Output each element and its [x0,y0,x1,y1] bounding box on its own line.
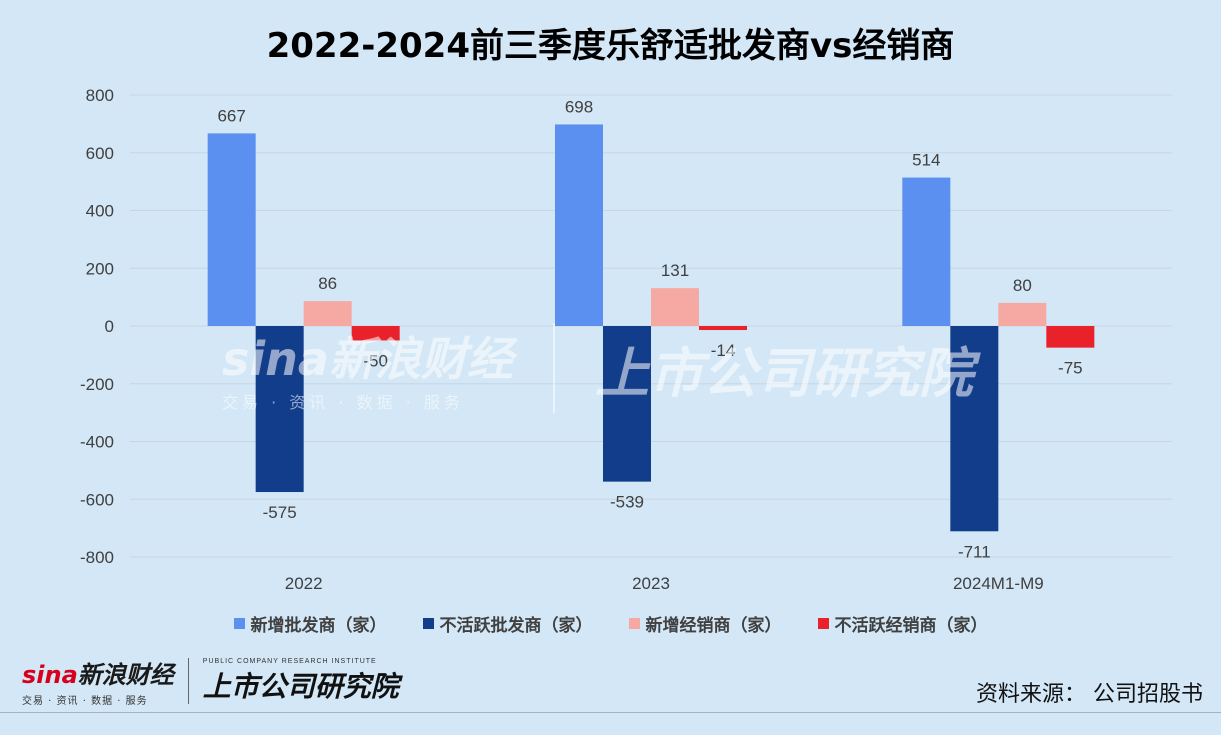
data-label: -50 [363,351,388,370]
data-label: 86 [318,274,337,293]
legend-label: 不活跃经销商（家） [834,616,988,636]
y-tick-label: 800 [86,86,114,105]
y-tick-label: 0 [105,317,114,336]
data-label: 514 [912,151,940,170]
y-axis-ticks: 800 600 400 200 0 -200 -400 -600 -800 [80,86,114,567]
institute-logo-en: PUBLIC COMPANY RESEARCH INSTITUTE [202,657,377,665]
y-tick-label: 200 [86,259,114,278]
institute-logo: PUBLIC COMPANY RESEARCH INSTITUTE 上市公司研究… [203,658,399,705]
bar [651,288,699,326]
data-labels: 667 -575 86 -50 698 -539 131 -14 514 -711 80 -75 [217,97,1082,561]
chart-title: 2022-2024前三季度乐舒适批发商vs经销商 [266,26,955,66]
data-label: 131 [661,261,689,280]
y-tick-label: -800 [80,548,114,567]
bar [303,301,352,326]
y-tick-label: 400 [86,202,114,221]
x-axis-categories: 2022 2023 2024M1-M9 [285,574,1044,593]
sina-logo-mark: sina [22,661,78,689]
legend-item: 不活跃经销商（家） [817,611,988,636]
data-label: 667 [217,106,245,125]
legend-swatch [628,618,640,629]
bar [902,177,951,326]
bars [207,124,1095,532]
legend: 新增批发商（家） 不活跃批发商（家） 新增经销商（家） 不活跃经销商（家） [0,611,1221,636]
data-label: -711 [958,542,991,561]
bar [1046,326,1095,348]
x-category-label: 2024M1-M9 [953,574,1044,593]
legend-swatch [422,618,434,629]
data-label: -539 [610,493,644,512]
sina-logo-text: 新浪财经 [77,661,174,689]
legend-item: 新增经销商（家） [628,611,782,636]
logo-divider [187,658,189,704]
data-label: -14 [711,341,736,360]
legend-swatch [817,618,829,629]
y-tick-label: -400 [80,433,114,452]
bar [998,302,1047,326]
y-tick-label: -200 [80,375,114,394]
legend-label: 新增批发商（家） [250,616,387,636]
bar [699,326,747,331]
data-label: -575 [263,503,297,522]
legend-swatch [233,618,245,629]
legend-label: 不活跃批发商（家） [439,616,593,636]
bar-chart: 800 600 400 200 0 -200 -400 -600 -800 667 -575 86 -… [80,86,1172,593]
legend-label: 新增经销商（家） [645,616,782,636]
legend-item: 不活跃批发商（家） [422,611,593,636]
bar [950,326,999,532]
y-tick-label: 600 [86,144,114,163]
source-note: 资料来源： 公司招股书 [976,682,1203,707]
institute-logo-zh: 上市公司研究院 [202,669,399,703]
sina-logo: sina新浪财经 交易 · 资讯 · 数据 · 服务 [22,655,174,707]
legend-item: 新增批发商（家） [233,611,387,636]
x-category-label: 2023 [632,574,670,593]
bar [207,133,256,326]
footer-divider [0,712,1221,713]
footer-logo: sina新浪财经 交易 · 资讯 · 数据 · 服务 PUBLIC COMPAN… [22,655,399,708]
data-label: -75 [1058,359,1083,378]
bar [555,124,603,326]
data-label: 698 [565,97,593,116]
sina-logo-sub: 交易 · 资讯 · 数据 · 服务 [22,696,148,707]
bar [255,326,304,493]
bar [603,326,651,482]
bar [351,326,400,341]
data-label: 80 [1013,276,1032,295]
y-tick-label: -600 [80,490,114,509]
x-category-label: 2022 [285,574,323,593]
